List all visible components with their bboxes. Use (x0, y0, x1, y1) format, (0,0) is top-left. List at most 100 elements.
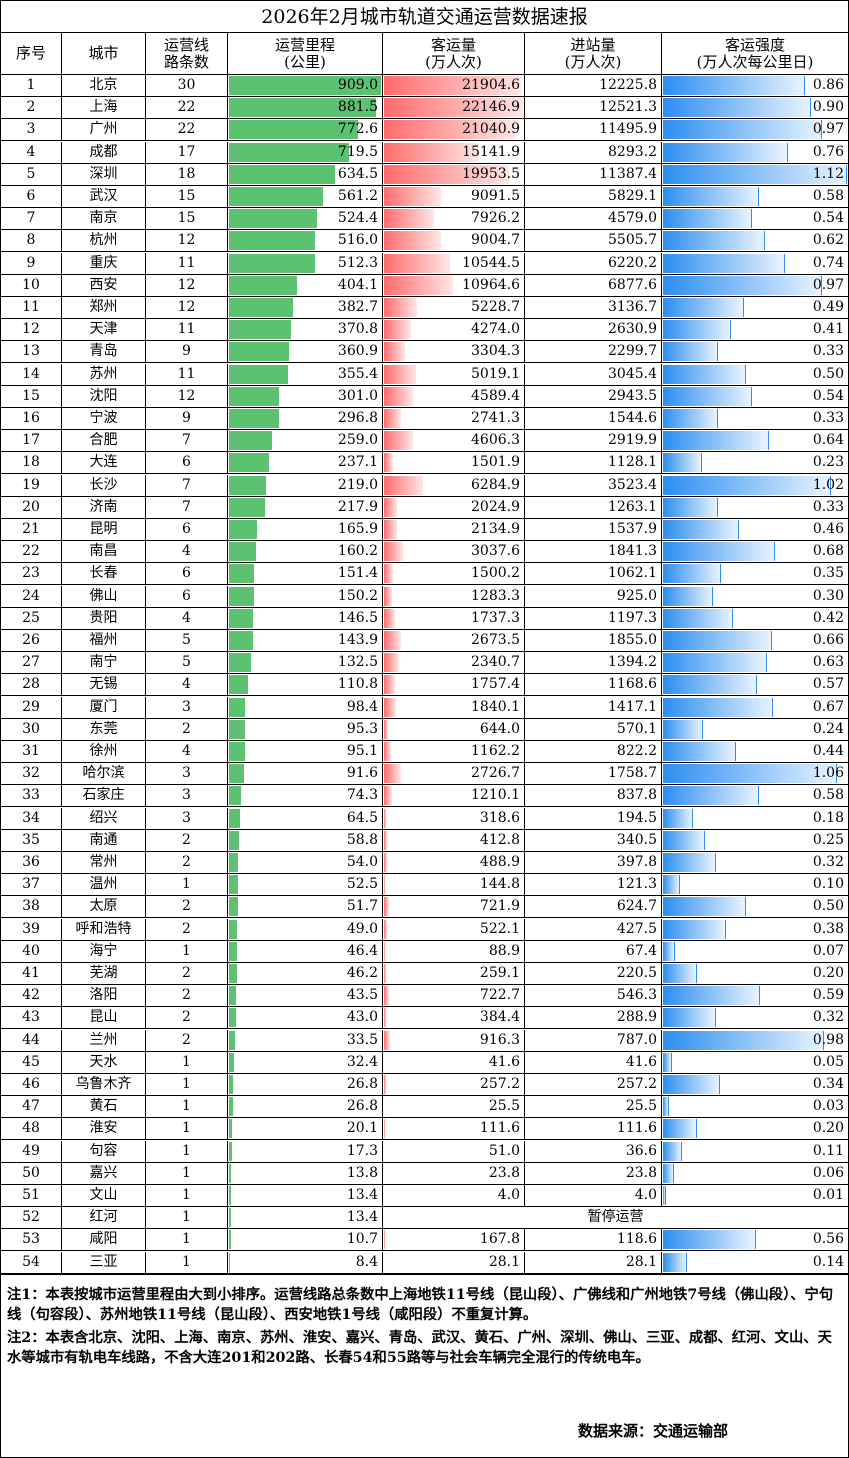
cell-lines: 11 (146, 363, 228, 385)
intensity-bar (663, 209, 753, 229)
cell-city: 福州 (62, 630, 146, 651)
table-row: 43 昆山 2 43.0 384.4 288.9 0.32 (1, 1007, 848, 1030)
pax-bar (384, 586, 393, 606)
pax-bar (384, 631, 401, 650)
table-row: 26 福州 5 143.9 2673.5 1855.0 0.66 (1, 630, 848, 652)
cell-no: 47 (1, 1096, 62, 1118)
city-value: 三亚 (89, 1253, 118, 1270)
cell-city: 黄石 (62, 1096, 146, 1118)
km-value: 719.5 (337, 143, 378, 160)
km-value: 634.5 (337, 165, 378, 182)
intensity-value: 0.74 (812, 254, 844, 271)
cell-city: 青岛 (62, 341, 146, 363)
cell-km: 54.0 (228, 852, 383, 873)
cell-city: 东莞 (62, 718, 146, 740)
no-value: 51 (22, 1187, 40, 1203)
cell-km: 20.1 (228, 1118, 383, 1140)
intensity-value: 0.42 (812, 609, 844, 626)
cell-city: 哈尔滨 (62, 763, 146, 785)
cell-intensity: 0.62 (662, 230, 848, 251)
cell-city: 常州 (62, 852, 146, 873)
pax-value: 522.1 (479, 920, 520, 937)
pax-value: 144.8 (479, 876, 520, 893)
cell-lines: 4 (146, 741, 228, 762)
cell-km: 719.5 (228, 141, 383, 163)
cell-no: 29 (1, 696, 62, 718)
header-city: 城市 (62, 33, 146, 74)
lines-value: 2 (182, 1031, 191, 1048)
pax-value: 1210.1 (471, 787, 520, 804)
intensity-value: 0.86 (812, 77, 844, 93)
cell-no: 16 (1, 408, 62, 429)
cell-no: 42 (1, 985, 62, 1007)
cell-city: 淮安 (62, 1118, 146, 1140)
pax-value: 28.1 (488, 1253, 520, 1270)
header-km-label-2: (公里) (284, 52, 326, 71)
cell-pax: 21904.6 (383, 75, 525, 96)
cell-lines: 9 (146, 408, 228, 429)
intensity-bar (663, 120, 823, 140)
city-value: 石家庄 (82, 787, 125, 804)
intensity-value: 0.14 (812, 1253, 844, 1270)
table-row: 16 宁波 9 296.8 2741.3 1544.6 0.33 (1, 408, 848, 430)
cell-intensity: 0.20 (662, 963, 848, 984)
lines-value: 1 (182, 1098, 191, 1115)
cell-no: 35 (1, 829, 62, 851)
city-value: 无锡 (89, 676, 118, 693)
table-row: 18 大连 6 237.1 1501.9 1128.1 0.23 (1, 452, 848, 475)
table-row: 27 南宁 5 132.5 2340.7 1394.2 0.63 (1, 652, 848, 675)
pax-bar (384, 320, 411, 340)
intensity-bar (663, 275, 823, 295)
lines-value: 1 (182, 876, 191, 893)
cell-km: 355.4 (228, 363, 383, 385)
cell-lines: 2 (146, 1007, 228, 1029)
pax-value: 2024.9 (471, 498, 520, 515)
cell-pax: 10964.6 (383, 274, 525, 296)
data-source: 数据来源：交通运输部 (577, 1422, 728, 1440)
cell-city: 兰州 (62, 1029, 146, 1051)
cell-intensity: 0.33 (662, 408, 848, 429)
intensity-bar (663, 1252, 687, 1272)
pax-value: 3037.6 (471, 543, 520, 560)
km-bar (229, 1075, 234, 1094)
cell-km: 132.5 (228, 652, 383, 674)
intensity-bar (663, 697, 774, 717)
intensity-bar (663, 586, 714, 606)
pax-bar (384, 142, 480, 162)
km-value: 524.4 (337, 210, 378, 227)
pax-bar (384, 941, 385, 961)
cell-km: 91.6 (228, 763, 383, 785)
km-value: 150.2 (337, 587, 378, 604)
pax-value: 15141.9 (462, 143, 520, 160)
cell-lines: 18 (146, 163, 228, 185)
cell-entry: 570.1 (525, 718, 662, 740)
entry-value: 427.5 (616, 920, 657, 937)
cell-entry: 25.5 (525, 1096, 662, 1118)
pax-value: 88.9 (488, 942, 520, 959)
no-value: 7 (26, 210, 36, 227)
city-value: 红河 (89, 1209, 118, 1226)
cell-entry: 8293.2 (525, 141, 662, 163)
pax-value: 21040.9 (462, 121, 520, 138)
cell-lines: 1 (146, 1162, 228, 1184)
cell-no: 9 (1, 252, 62, 274)
no-value: 48 (22, 1120, 40, 1137)
intensity-value: 0.24 (812, 720, 844, 737)
lines-value: 3 (182, 765, 191, 782)
intensity-bar (663, 98, 812, 118)
cell-intensity: 0.14 (662, 1252, 848, 1273)
pax-bar (384, 364, 416, 384)
cell-intensity: 0.46 (662, 519, 848, 540)
entry-value: 12225.8 (599, 77, 657, 93)
lines-value: 1 (182, 1231, 191, 1248)
no-value: 21 (22, 521, 40, 537)
city-value: 郑州 (89, 299, 118, 315)
entry-value: 8293.2 (608, 143, 657, 160)
cell-km: 13.8 (228, 1162, 383, 1184)
pax-value: 1840.1 (471, 698, 520, 715)
intensity-bar (663, 564, 722, 584)
cell-no: 46 (1, 1074, 62, 1095)
city-value: 徐州 (89, 743, 118, 759)
cell-pax: 1210.1 (383, 785, 525, 807)
intensity-value: 0.33 (812, 343, 844, 360)
